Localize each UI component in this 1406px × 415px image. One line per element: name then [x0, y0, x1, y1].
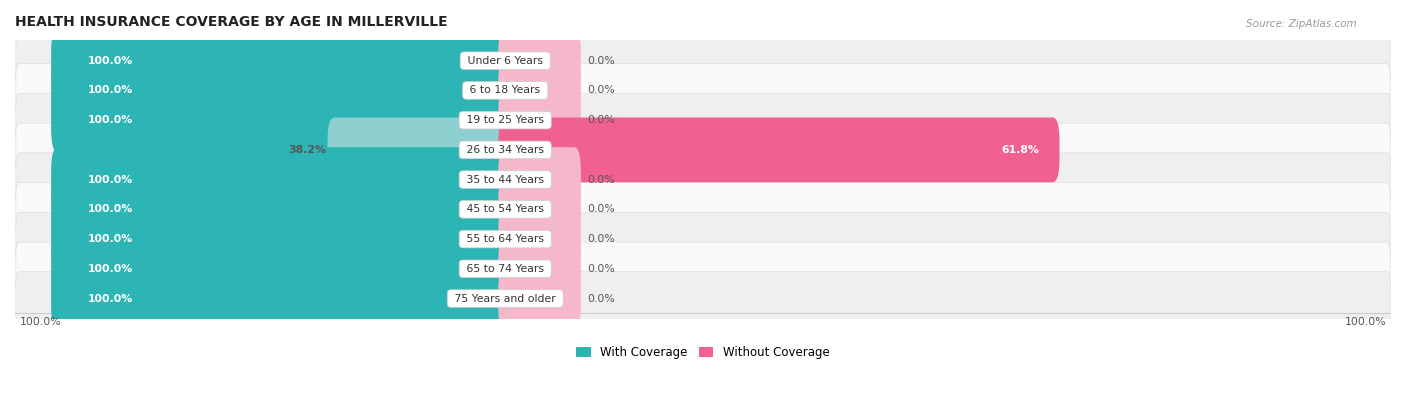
Text: 38.2%: 38.2%: [288, 145, 326, 155]
FancyBboxPatch shape: [328, 117, 512, 182]
FancyBboxPatch shape: [498, 28, 581, 93]
Text: 100.0%: 100.0%: [89, 85, 134, 95]
Text: 0.0%: 0.0%: [586, 175, 614, 185]
FancyBboxPatch shape: [498, 147, 581, 212]
Text: 0.0%: 0.0%: [586, 204, 614, 214]
Text: 100.0%: 100.0%: [20, 317, 60, 327]
FancyBboxPatch shape: [51, 266, 512, 331]
Text: 65 to 74 Years: 65 to 74 Years: [463, 264, 547, 274]
FancyBboxPatch shape: [15, 183, 1391, 236]
FancyBboxPatch shape: [15, 272, 1391, 325]
FancyBboxPatch shape: [15, 34, 1391, 88]
FancyBboxPatch shape: [498, 58, 581, 123]
FancyBboxPatch shape: [51, 58, 512, 123]
Text: 0.0%: 0.0%: [586, 234, 614, 244]
Text: 55 to 64 Years: 55 to 64 Years: [463, 234, 547, 244]
FancyBboxPatch shape: [15, 153, 1391, 206]
Text: 100.0%: 100.0%: [89, 56, 134, 66]
Text: 100.0%: 100.0%: [89, 293, 134, 303]
Text: 0.0%: 0.0%: [586, 85, 614, 95]
Text: 100.0%: 100.0%: [89, 204, 134, 214]
Text: 100.0%: 100.0%: [89, 115, 134, 125]
Text: 0.0%: 0.0%: [586, 293, 614, 303]
FancyBboxPatch shape: [498, 88, 581, 153]
Text: 6 to 18 Years: 6 to 18 Years: [467, 85, 544, 95]
Text: Under 6 Years: Under 6 Years: [464, 56, 547, 66]
Text: 100.0%: 100.0%: [1346, 317, 1386, 327]
FancyBboxPatch shape: [498, 117, 1060, 182]
Text: 75 Years and older: 75 Years and older: [451, 293, 560, 303]
FancyBboxPatch shape: [498, 207, 581, 271]
Text: 0.0%: 0.0%: [586, 115, 614, 125]
Text: 100.0%: 100.0%: [89, 234, 134, 244]
Legend: With Coverage, Without Coverage: With Coverage, Without Coverage: [572, 341, 834, 364]
Text: 61.8%: 61.8%: [1002, 145, 1039, 155]
FancyBboxPatch shape: [15, 63, 1391, 117]
Text: 35 to 44 Years: 35 to 44 Years: [463, 175, 547, 185]
FancyBboxPatch shape: [498, 266, 581, 331]
FancyBboxPatch shape: [51, 207, 512, 271]
Text: 26 to 34 Years: 26 to 34 Years: [463, 145, 547, 155]
FancyBboxPatch shape: [51, 88, 512, 153]
Text: 45 to 54 Years: 45 to 54 Years: [463, 204, 547, 214]
FancyBboxPatch shape: [15, 212, 1391, 266]
FancyBboxPatch shape: [498, 237, 581, 301]
Text: HEALTH INSURANCE COVERAGE BY AGE IN MILLERVILLE: HEALTH INSURANCE COVERAGE BY AGE IN MILL…: [15, 15, 447, 29]
FancyBboxPatch shape: [15, 242, 1391, 295]
FancyBboxPatch shape: [15, 123, 1391, 177]
FancyBboxPatch shape: [498, 177, 581, 242]
FancyBboxPatch shape: [51, 28, 512, 93]
FancyBboxPatch shape: [51, 237, 512, 301]
Text: 100.0%: 100.0%: [89, 175, 134, 185]
FancyBboxPatch shape: [51, 177, 512, 242]
FancyBboxPatch shape: [15, 93, 1391, 147]
Text: 100.0%: 100.0%: [89, 264, 134, 274]
Text: Source: ZipAtlas.com: Source: ZipAtlas.com: [1246, 19, 1357, 29]
FancyBboxPatch shape: [51, 147, 512, 212]
Text: 0.0%: 0.0%: [586, 56, 614, 66]
Text: 0.0%: 0.0%: [586, 264, 614, 274]
Text: 19 to 25 Years: 19 to 25 Years: [463, 115, 547, 125]
